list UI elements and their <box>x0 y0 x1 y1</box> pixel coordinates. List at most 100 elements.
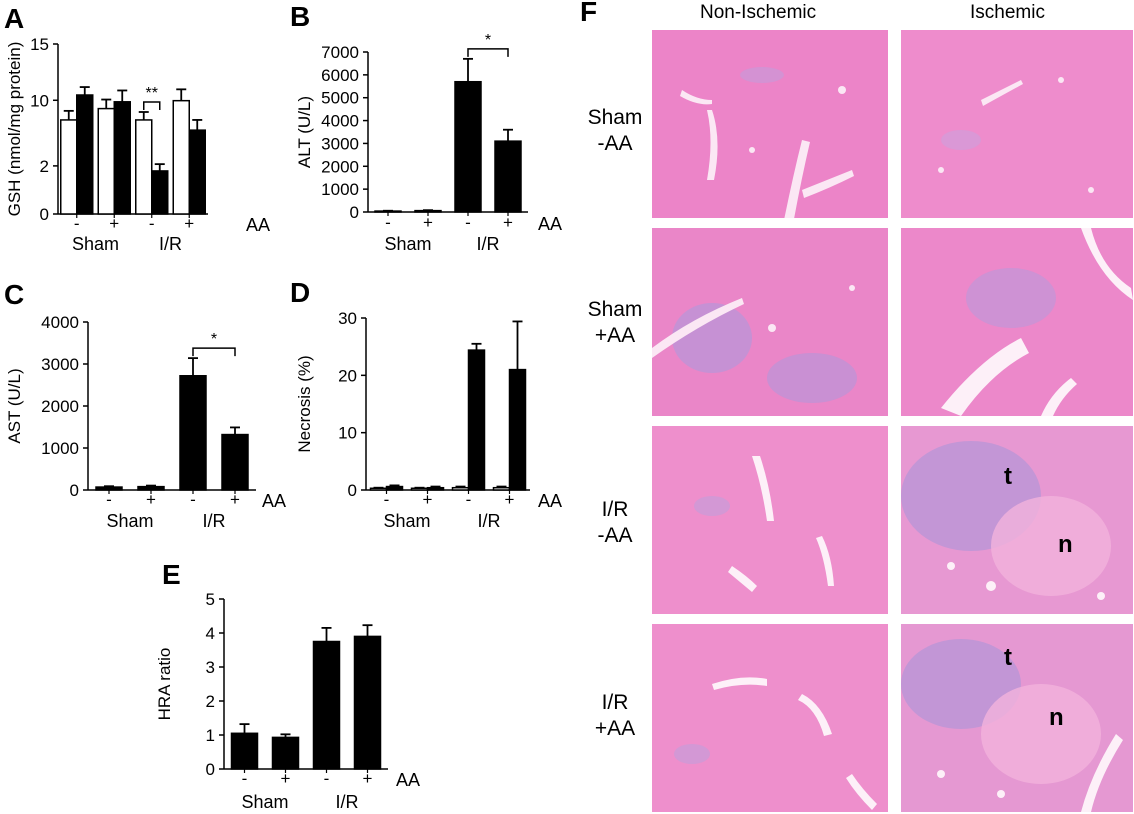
panel-b-y-tick-label: 4000 <box>321 112 359 131</box>
panel-a-bar <box>172 99 190 215</box>
panel-b-aa-sign: + <box>423 213 433 232</box>
panel-c-y-tick-label: 3000 <box>41 355 79 374</box>
panel-a-bar <box>188 129 206 215</box>
panel-d-bar <box>385 485 404 491</box>
panel-d-aa-sign: + <box>423 490 433 509</box>
panel-e-y-axis-label: HRA ratio <box>155 648 174 721</box>
histology-panel-f: F Non-Ischemic Ischemic Sham -AA Sham +AA … <box>580 0 1134 814</box>
panel-a-bar <box>113 101 131 215</box>
row-label-2: Sham +AA <box>587 298 643 347</box>
row-label-3: I/R -AA <box>597 498 633 547</box>
panel-c-bar <box>221 433 249 491</box>
panel-a-aa-label: AA <box>246 215 270 235</box>
panel-c-y-axis-label: AST (U/L) <box>5 368 24 443</box>
panel-e-y-tick-label: 0 <box>206 760 215 779</box>
panel-d-group-label-sham: Sham <box>383 511 430 531</box>
panel-a-aa-sign: + <box>184 214 194 233</box>
panel-a-significance-label: ** <box>146 85 158 102</box>
tissue-label-t: t <box>1004 644 1012 671</box>
necrosis-label-n: n <box>1049 704 1064 731</box>
panel-c-bar <box>179 375 207 491</box>
panel-e-letter: E <box>162 559 181 590</box>
panel-d-bar <box>426 486 445 491</box>
panel-e-aa-label: AA <box>396 770 420 790</box>
panel-c-letter: C <box>4 279 24 310</box>
panel-a-group-label-ir: I/R <box>159 234 182 254</box>
panel-c-aa-sign: - <box>190 490 196 509</box>
panel-d-y-tick-label: 10 <box>338 424 357 443</box>
panel-c-y-tick-label: 0 <box>70 481 79 500</box>
panel-d-y-tick-label: 20 <box>338 366 357 385</box>
panel-e-bar <box>271 736 300 770</box>
necrosis-label-n: n <box>1058 531 1073 558</box>
panel-c-group-label-ir: I/R <box>202 511 225 531</box>
micrograph-sham-plus-aa-ischemic <box>901 228 1133 416</box>
panel-b-letter: B <box>290 1 310 32</box>
panel-c-aa-sign: - <box>106 490 112 509</box>
panel-e-group-label-ir: I/R <box>335 792 358 812</box>
panel-e-y-tick-label: 2 <box>206 692 215 711</box>
panel-a-letter: A <box>4 3 24 34</box>
micrograph-sham-minus-aa-ischemic <box>901 30 1133 218</box>
panel-d-y-tick-label: 0 <box>348 481 357 500</box>
panel-d-aa-sign: - <box>384 490 390 509</box>
panel-d-letter: D <box>290 277 310 308</box>
panel-e-aa-sign: + <box>281 769 291 788</box>
panel-a-y-axis-label: GSH (nmol/mg protein) <box>5 42 24 217</box>
panel-e-bar <box>230 732 259 770</box>
panel-d-y-tick-label: 30 <box>338 309 357 328</box>
panel-b-aa-sign: - <box>465 213 471 232</box>
panel-a-bar <box>60 119 78 215</box>
panel-d-aa-sign: - <box>466 490 472 509</box>
panel-a-bar <box>97 107 115 215</box>
panel-d-bar <box>508 368 527 491</box>
panel-b-significance-label: * <box>485 32 491 49</box>
panel-e-bar <box>312 640 341 770</box>
panel-a-y-tick-label: 0 <box>40 205 49 224</box>
panel-e-group-label-sham: Sham <box>241 792 288 812</box>
panel-b-y-tick-label: 1000 <box>321 180 359 199</box>
panel-d-aa-label: AA <box>538 491 562 511</box>
panel-b-aa-sign: + <box>503 213 513 232</box>
panel-a-aa-sign: - <box>74 214 80 233</box>
panel-c-y-tick-label: 2000 <box>41 397 79 416</box>
panel-b-y-tick-label: 0 <box>350 203 359 222</box>
panel-a-y-tick-label: 2 <box>40 157 49 176</box>
panel-e-y-tick-label: 3 <box>206 658 215 677</box>
panel-c-y-tick-label: 4000 <box>41 313 79 332</box>
panel-e-bar <box>353 635 382 770</box>
micrograph-ir-minus-aa-ischemic: t n <box>901 426 1133 614</box>
column-header-non-ischemic: Non-Ischemic <box>700 2 817 23</box>
panel-c-aa-sign: + <box>230 490 240 509</box>
panel-b-aa-label: AA <box>538 214 562 234</box>
panel-b-aa-sign: - <box>385 213 391 232</box>
panel-b-bar <box>414 209 442 213</box>
panel-a-bar <box>135 119 153 215</box>
panel-a-bar <box>151 170 169 215</box>
column-header-ischemic: Ischemic <box>970 2 1045 23</box>
panel-e-y-tick-label: 1 <box>206 726 215 745</box>
micrograph-ir-plus-aa-ischemic: t n <box>901 624 1133 812</box>
panel-b-y-tick-label: 3000 <box>321 134 359 153</box>
panel-a-aa-sign: + <box>109 214 119 233</box>
panel-b-y-tick-label: 2000 <box>321 157 359 176</box>
panel-c-y-tick-label: 1000 <box>41 439 79 458</box>
panel-b-group-label-sham: Sham <box>384 234 431 254</box>
panel-e-aa-sign: + <box>363 769 373 788</box>
panel-d-aa-sign: + <box>505 490 515 509</box>
panel-b-y-tick-label: 5000 <box>321 89 359 108</box>
panel-b-bar <box>374 210 402 213</box>
panel-b-significance-bracket <box>467 48 509 57</box>
panel-b-y-tick-label: 7000 <box>321 43 359 62</box>
tissue-label-t: t <box>1004 463 1012 490</box>
panel-b-y-tick-label: 6000 <box>321 66 359 85</box>
panel-a-significance-bracket <box>143 101 161 110</box>
panel-b-bar <box>454 80 482 213</box>
panel-c-group-label-sham: Sham <box>106 511 153 531</box>
panel-d-group-label-ir: I/R <box>477 511 500 531</box>
micrograph-sham-minus-aa-nonischemic <box>652 30 888 218</box>
panel-a-y-tick-label: 15 <box>30 35 49 54</box>
micrograph-ir-minus-aa-nonischemic <box>652 426 888 614</box>
panel-c-aa-label: AA <box>262 491 286 511</box>
